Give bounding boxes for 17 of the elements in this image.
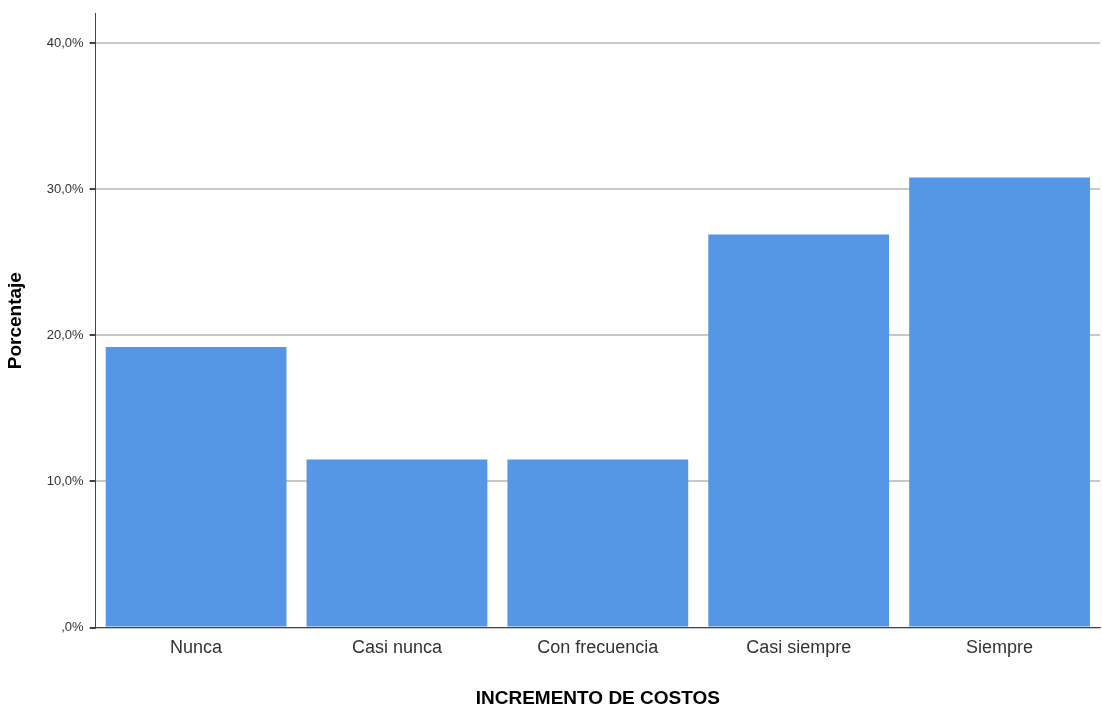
y-tick-label: 10,0%: [46, 473, 85, 489]
x-tick-label: Casi siempre: [746, 637, 852, 658]
y-tick-label: 20,0%: [46, 326, 85, 342]
x-tick-label: Casi nunca: [351, 637, 443, 658]
y-tick-label: 40,0%: [46, 34, 85, 50]
x-tick-label: Nunca: [170, 637, 224, 658]
bar: [105, 347, 287, 627]
bar: [507, 459, 689, 627]
y-tick-label: ,0%: [61, 619, 85, 635]
x-axis-title: INCREMENTO DE COSTOS: [475, 686, 720, 708]
y-axis-title: Porcentaje: [3, 272, 25, 370]
bar: [909, 177, 1090, 627]
bar: [306, 459, 488, 627]
bar: [708, 234, 890, 627]
x-tick-label: Siempre: [966, 637, 1034, 658]
y-tick-label: 30,0%: [46, 180, 85, 196]
x-tick-label: Con frecuencia: [537, 637, 660, 658]
